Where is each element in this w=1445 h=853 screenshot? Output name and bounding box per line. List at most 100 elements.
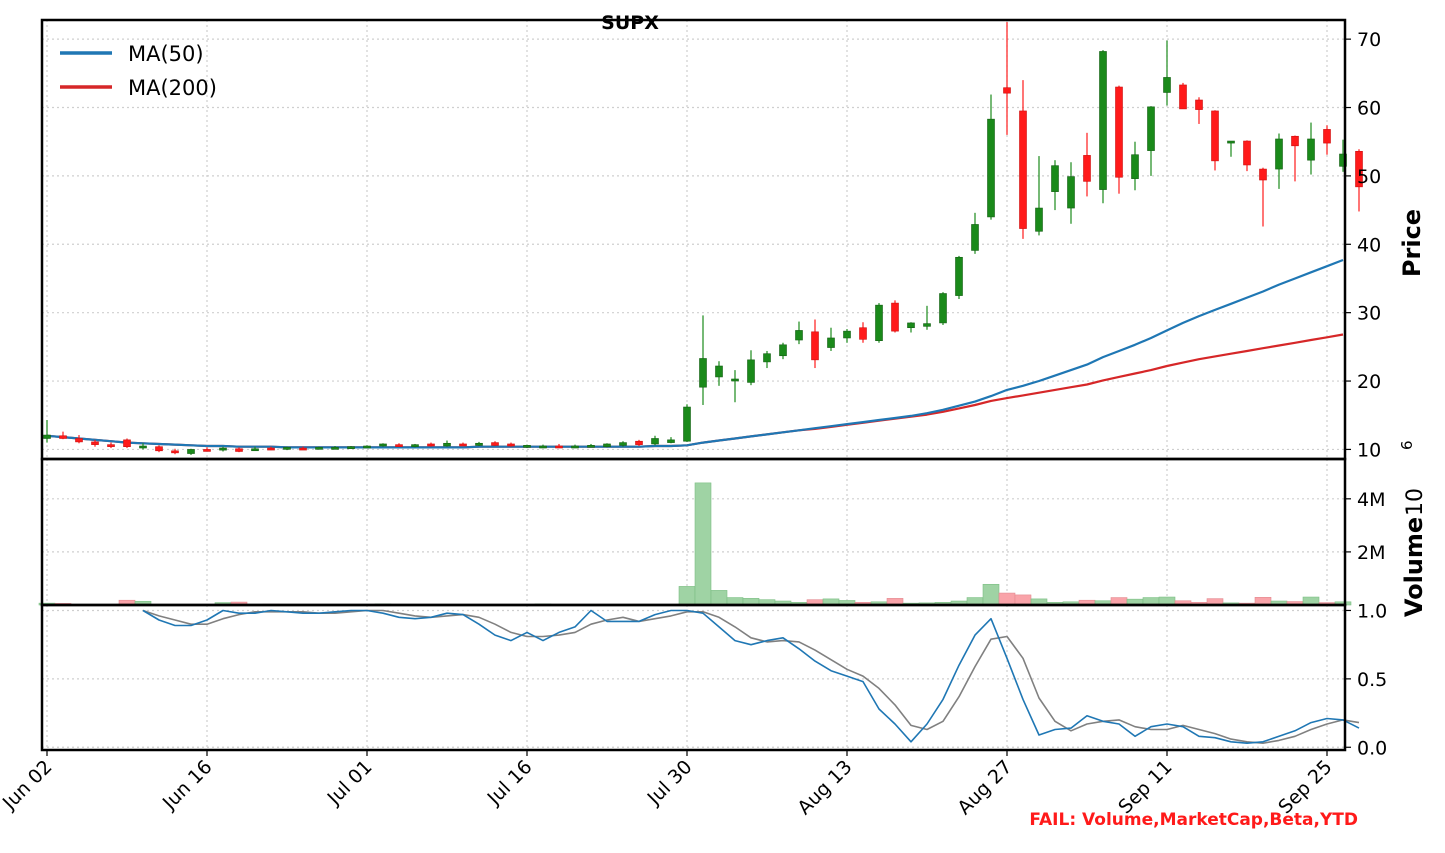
candle <box>1019 80 1027 239</box>
candle <box>43 420 51 443</box>
candle <box>955 255 963 299</box>
candle <box>523 444 531 449</box>
candle <box>187 448 195 455</box>
candle <box>891 300 899 333</box>
panel-frame-1 <box>40 18 1347 461</box>
candle <box>443 440 451 447</box>
candle-body <box>1067 176 1075 209</box>
candle-body <box>1323 129 1331 144</box>
candle <box>1003 22 1011 135</box>
candle <box>459 442 467 447</box>
candle-body <box>1115 86 1123 178</box>
candle <box>1131 141 1139 191</box>
volume-bar <box>678 586 696 606</box>
candle-body <box>379 443 387 447</box>
candle <box>379 443 387 447</box>
candle-body <box>443 442 451 447</box>
candle-body <box>1259 168 1267 181</box>
candle <box>667 437 675 444</box>
candle <box>219 446 227 452</box>
candle <box>171 448 179 455</box>
candle <box>107 442 115 449</box>
candle-body <box>491 442 499 446</box>
candle <box>907 322 915 333</box>
candle <box>347 446 355 449</box>
candle-body <box>555 445 563 449</box>
candle <box>315 446 323 450</box>
candle-body <box>43 434 51 439</box>
candle-body <box>1051 165 1059 192</box>
oscillator-lines <box>142 609 1360 744</box>
x-tick-label: Sep 25 <box>1274 756 1336 818</box>
price-tick-label: 30 <box>1357 303 1381 325</box>
candle <box>859 322 867 343</box>
panel-frames <box>40 18 1347 752</box>
volume-bar <box>1014 594 1032 606</box>
volume-bar <box>998 592 1016 606</box>
candle-body <box>1083 155 1091 182</box>
candle-body <box>1131 154 1139 179</box>
legend: MA(50) MA(200) <box>60 42 217 100</box>
candle <box>1179 82 1187 110</box>
candle <box>1035 156 1043 236</box>
candle <box>427 442 435 447</box>
candlesticks <box>43 22 1363 455</box>
volume-multiplier-label: 10 <box>1403 488 1428 516</box>
candle-body <box>987 118 995 218</box>
candle-body <box>635 440 643 445</box>
candle-body <box>395 444 403 447</box>
candle <box>939 292 947 325</box>
volume-tick-label: 4M <box>1357 489 1385 511</box>
candle-body <box>891 302 899 332</box>
candle <box>603 443 611 448</box>
volume-axis-label: Volume <box>1400 517 1428 617</box>
candle <box>587 443 595 448</box>
candle <box>1163 40 1171 106</box>
candle-body <box>299 447 307 451</box>
candle-body <box>1195 99 1203 110</box>
candle <box>555 443 563 449</box>
candle <box>411 443 419 448</box>
candle-body <box>619 442 627 446</box>
osc-tick-label: 1.0 <box>1357 600 1387 622</box>
oscillator-slow-line <box>142 609 1360 744</box>
candle-body <box>667 439 675 443</box>
candle-body <box>907 322 915 329</box>
candle <box>251 446 259 452</box>
candle-body <box>331 447 339 450</box>
volume-tick-label: 2M <box>1357 542 1385 564</box>
candle <box>1195 97 1203 124</box>
candle-body <box>1275 138 1283 170</box>
candle-body <box>475 442 483 446</box>
candle-body <box>1147 106 1155 151</box>
candle-body <box>75 438 83 443</box>
candle <box>795 321 803 345</box>
candle-body <box>1355 150 1363 188</box>
candle <box>699 315 707 405</box>
x-tick-label: Aug 27 <box>953 756 1016 819</box>
candle-body <box>251 448 259 452</box>
candle-body <box>155 446 163 452</box>
candle <box>1323 125 1331 155</box>
candle-body <box>747 359 755 383</box>
candle-body <box>459 443 467 447</box>
panel-frame-2 <box>40 457 1347 607</box>
candle <box>635 439 643 447</box>
candle-body <box>315 447 323 450</box>
volume-bars <box>38 482 1352 606</box>
candle <box>1067 162 1075 224</box>
ma50-line <box>46 258 1344 449</box>
candle <box>1099 50 1107 204</box>
candle <box>299 446 307 451</box>
candle-body <box>507 443 515 447</box>
candle <box>1275 133 1283 189</box>
candle <box>779 342 787 360</box>
candle-body <box>219 447 227 451</box>
candle <box>507 442 515 447</box>
candle <box>1259 167 1267 227</box>
x-tick-label: Jul 30 <box>643 756 697 810</box>
candle-body <box>843 330 851 339</box>
candle <box>363 445 371 449</box>
candle <box>683 404 691 442</box>
osc-tick-label: 0.0 <box>1357 737 1387 759</box>
